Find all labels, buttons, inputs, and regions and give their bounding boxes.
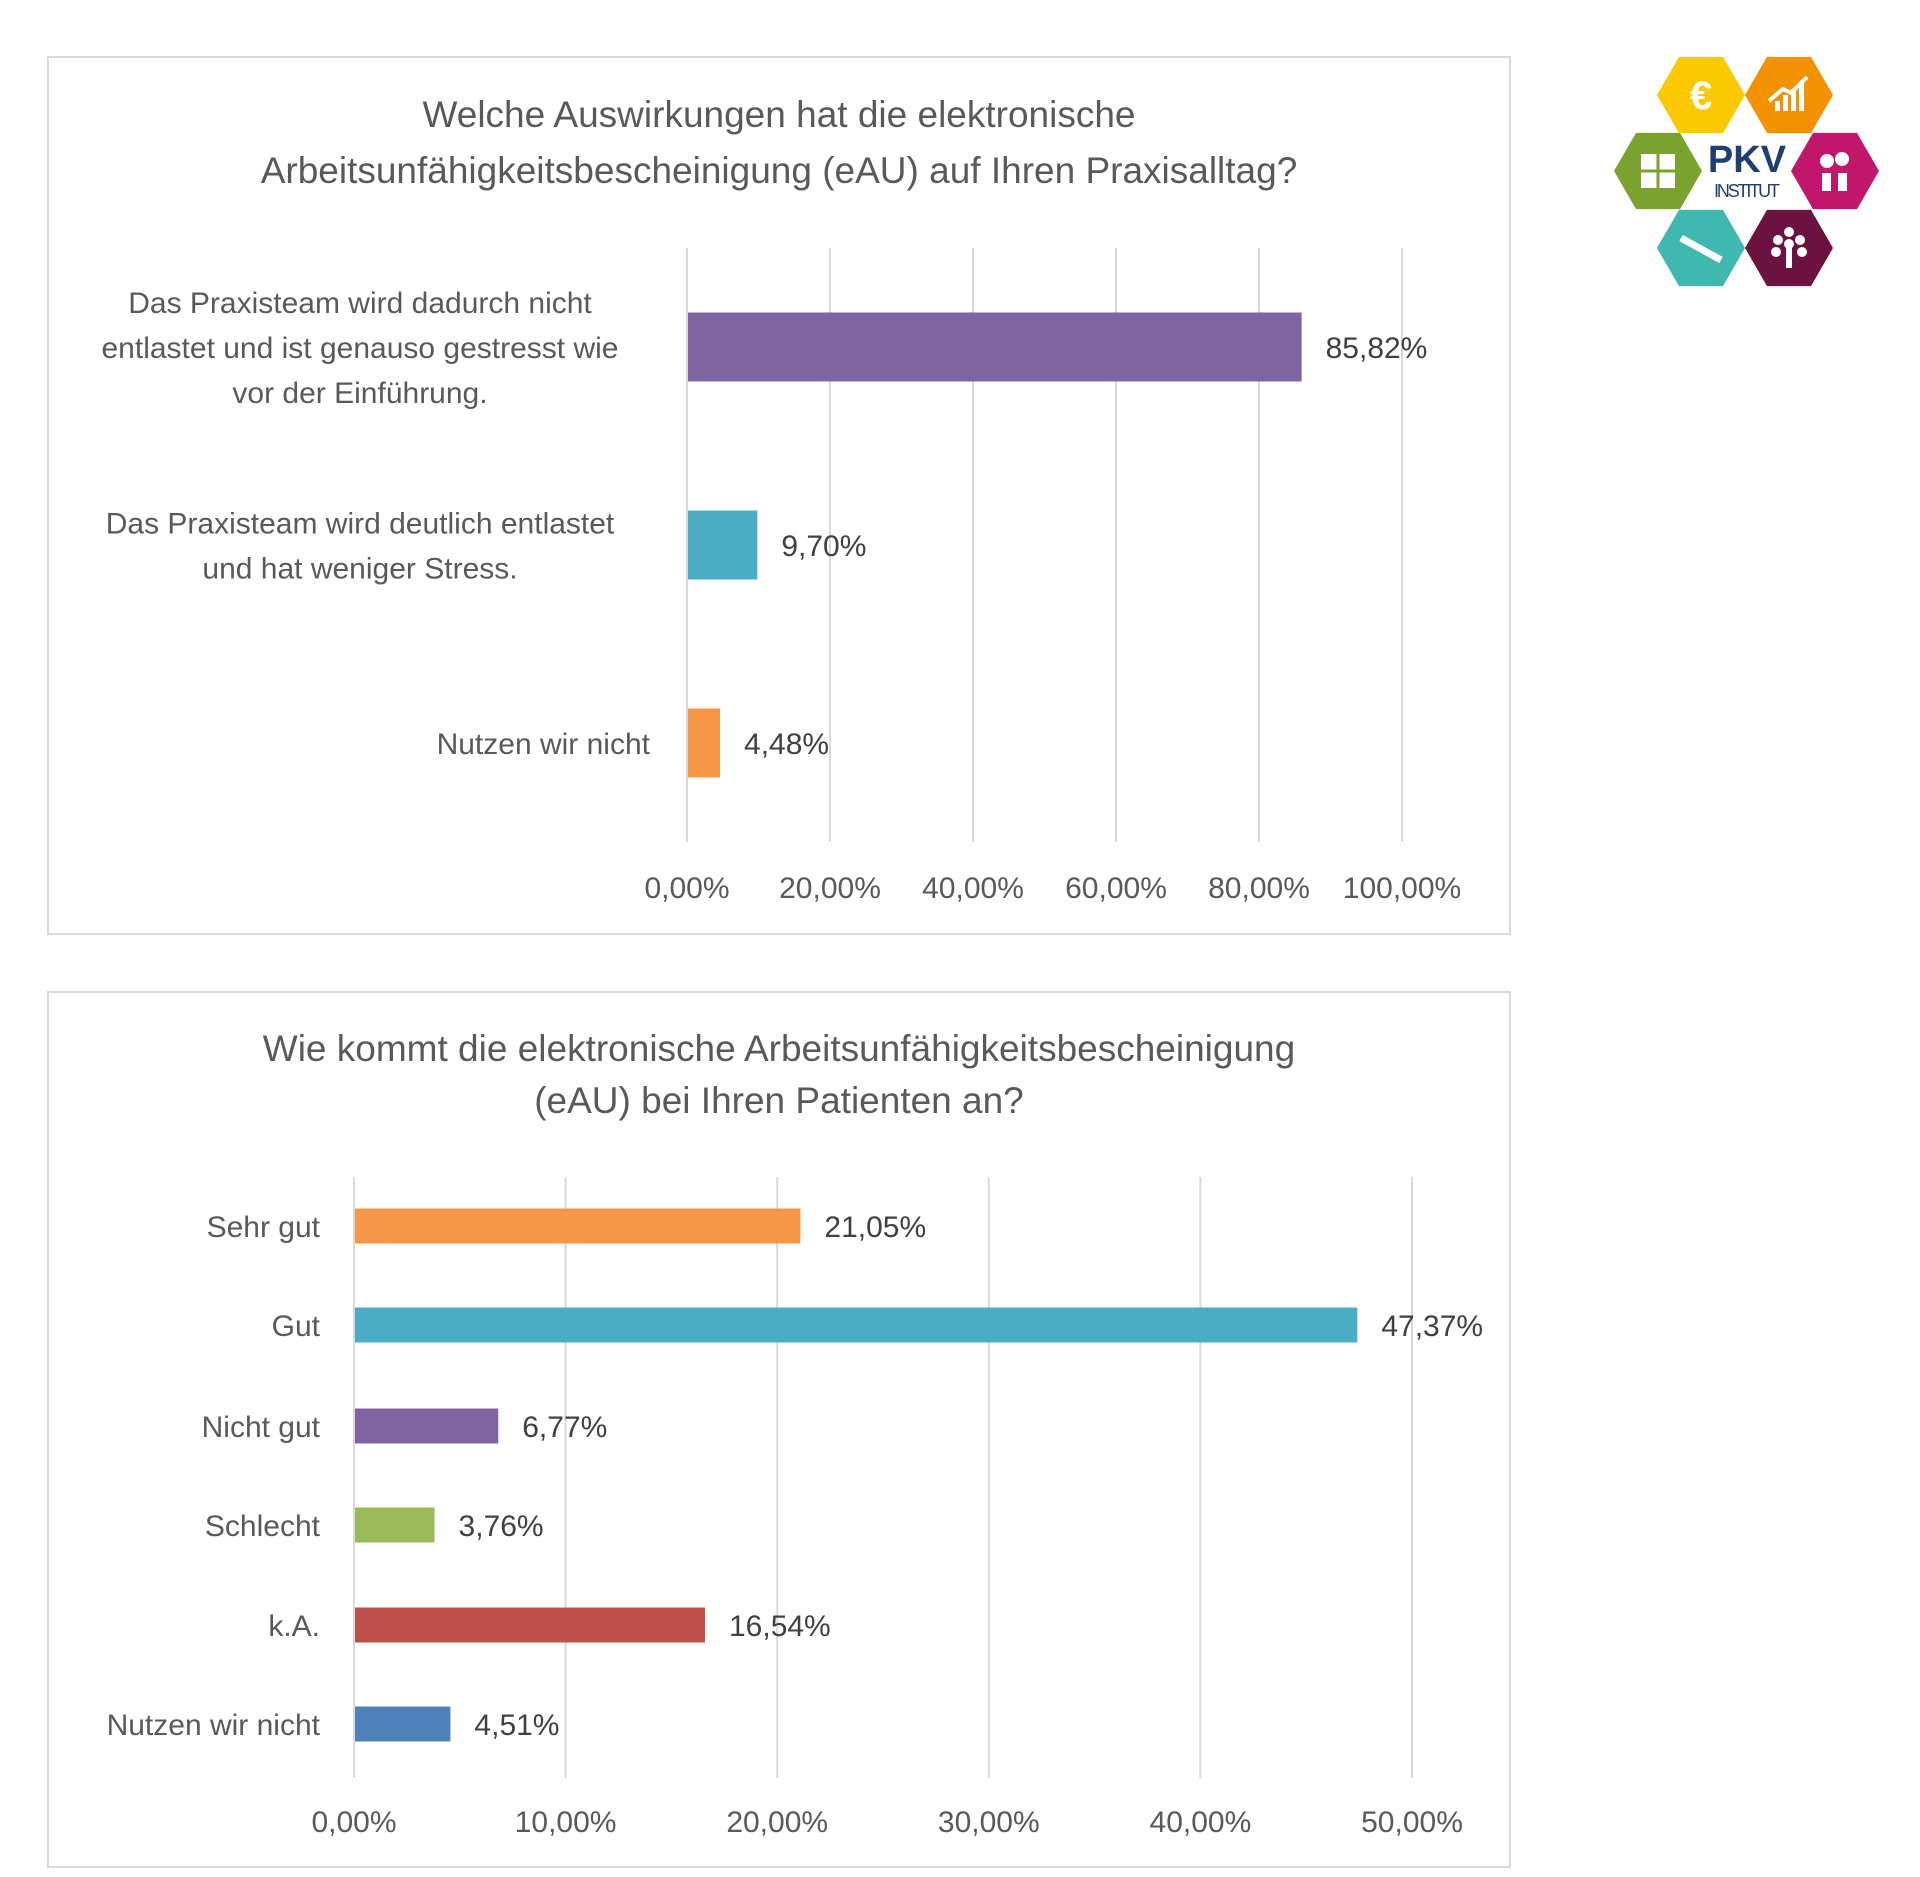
growth-bar	[1783, 95, 1788, 111]
logo-text-main: PKV	[1708, 139, 1787, 181]
category-label: Nutzen wir nicht	[107, 1709, 321, 1742]
tree-leaf	[1797, 247, 1807, 257]
x-tick-label: 60,00%	[1065, 872, 1167, 905]
data-label: 3,76%	[459, 1510, 544, 1543]
growth-bar	[1799, 83, 1804, 111]
category-label: Schlecht	[205, 1510, 321, 1543]
bar	[355, 1507, 435, 1543]
category-label: Nutzen wir nicht	[437, 728, 651, 761]
tree-icon	[1771, 227, 1807, 268]
people-talking-icon	[1820, 152, 1849, 191]
person	[1838, 173, 1847, 191]
category-label: vor der Einführung.	[232, 377, 487, 410]
chart-title-line: Arbeitsunfähigkeitsbescheinigung (eAU) a…	[261, 150, 1298, 191]
x-tick-label: 50,00%	[1361, 1806, 1463, 1839]
tree-leaf	[1795, 235, 1805, 245]
bar	[355, 1408, 499, 1444]
chart-title-line: (eAU) bei Ihren Patienten an?	[534, 1080, 1024, 1121]
x-tick-label: 80,00%	[1208, 872, 1310, 905]
x-tick-label: 20,00%	[726, 1806, 828, 1839]
chart-title-line: Wie kommt die elektronische Arbeitsunfäh…	[263, 1028, 1295, 1069]
x-tick-label: 0,00%	[311, 1806, 396, 1839]
x-tick-label: 0,00%	[644, 872, 729, 905]
data-label: 16,54%	[729, 1610, 831, 1643]
puzzle-icon	[1641, 154, 1675, 188]
tree-leaf	[1773, 235, 1783, 245]
x-tick-label: 40,00%	[922, 872, 1024, 905]
euro-hexagon	[1657, 56, 1745, 134]
category-label: Gut	[272, 1310, 321, 1343]
data-label: 47,37%	[1381, 1310, 1483, 1343]
category-label: Das Praxisteam wird deutlich entlastet	[106, 508, 615, 541]
growth-chart-icon	[1767, 75, 1809, 111]
x-tick-label: 10,00%	[515, 1806, 617, 1839]
bar	[688, 708, 721, 778]
data-label: 21,05%	[824, 1211, 926, 1244]
logo-text-sub: INSTITUT	[1714, 181, 1780, 201]
tree-leaf	[1771, 247, 1781, 257]
people-talking-hexagon	[1791, 132, 1879, 210]
puzzle-lines	[1641, 154, 1675, 188]
euro-glyph: €	[1690, 74, 1712, 118]
data-label: 4,51%	[474, 1709, 559, 1742]
data-label: 4,48%	[744, 728, 829, 761]
category-label: Das Praxisteam wird dadurch nicht	[128, 287, 592, 320]
bar	[688, 510, 758, 580]
bar	[355, 1706, 451, 1742]
chart-1-frame	[47, 56, 1511, 935]
data-label: 6,77%	[522, 1411, 607, 1444]
syringe-icon	[1679, 234, 1723, 264]
data-label: 9,70%	[781, 530, 866, 563]
bar	[355, 1607, 705, 1643]
syringe-body	[1679, 234, 1723, 264]
tree-leaf	[1784, 239, 1794, 249]
chart-2-frame	[47, 991, 1511, 1868]
bar	[355, 1208, 801, 1244]
category-label: und hat weniger Stress.	[202, 553, 517, 586]
growth-bar	[1791, 89, 1796, 111]
chart-2: Wie kommt die elektronische Arbeitsunfäh…	[107, 1028, 1484, 1839]
euro-icon: €	[1690, 74, 1712, 118]
bar	[688, 312, 1302, 382]
bar	[355, 1307, 1358, 1343]
category-label: Sehr gut	[207, 1211, 321, 1244]
chart-1: Welche Auswirkungen hat die elektronisch…	[102, 94, 1462, 905]
growth-chart-hexagon	[1745, 56, 1833, 134]
x-tick-label: 40,00%	[1150, 1806, 1252, 1839]
tree-trunk	[1786, 248, 1792, 268]
chart-title-line: Welche Auswirkungen hat die elektronisch…	[422, 94, 1135, 135]
x-tick-label: 30,00%	[938, 1806, 1040, 1839]
growth-bar	[1775, 101, 1780, 111]
speech-bubble	[1820, 154, 1834, 168]
speech-bubble	[1835, 152, 1849, 166]
category-label: entlastet und ist genauso gestresst wie	[102, 332, 619, 365]
tree-leaf	[1784, 227, 1794, 237]
category-label: Nicht gut	[202, 1411, 321, 1444]
data-label: 85,82%	[1326, 332, 1428, 365]
growth-arrow	[1767, 75, 1809, 103]
x-tick-label: 20,00%	[779, 872, 881, 905]
x-tick-label: 100,00%	[1343, 872, 1461, 905]
category-label: k.A.	[268, 1610, 320, 1643]
person	[1822, 173, 1831, 191]
